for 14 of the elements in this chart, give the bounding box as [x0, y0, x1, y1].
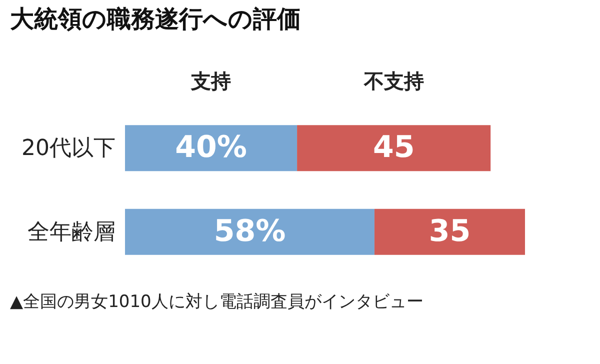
bar: [125, 208, 374, 255]
y-tick-label: 20代以下: [22, 136, 116, 162]
bar: [374, 208, 525, 255]
bar: [297, 125, 491, 172]
series-label: 支持: [190, 69, 232, 93]
data-label: 45: [372, 130, 415, 166]
data-label: 58%: [214, 214, 286, 249]
series-label: 不支持: [362, 69, 424, 93]
data-label: 40%: [175, 130, 247, 166]
y-tick-label: 全年齢層: [28, 220, 116, 245]
chart-title: 大統領の職務遂行への評価: [10, 5, 301, 33]
bar: [125, 125, 298, 172]
data-label: 35: [428, 214, 471, 249]
text: ▲全国の男女1010人に対し電話調査員がインタビュー: [10, 292, 424, 312]
